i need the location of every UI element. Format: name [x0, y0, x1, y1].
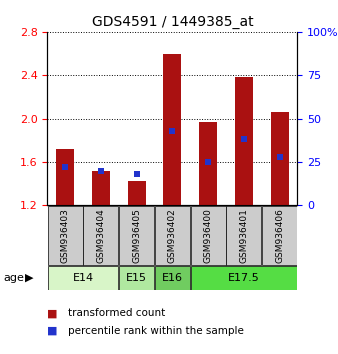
Text: age: age: [3, 273, 24, 283]
Text: GSM936405: GSM936405: [132, 208, 141, 263]
Text: ■: ■: [47, 308, 58, 318]
Bar: [128, 182, 146, 205]
Bar: [155, 266, 190, 290]
Bar: [164, 53, 181, 205]
Bar: [262, 206, 297, 265]
Point: [134, 171, 139, 177]
Bar: [226, 206, 261, 265]
Point: [277, 154, 282, 160]
Bar: [56, 149, 74, 205]
Text: E14: E14: [72, 273, 94, 283]
Bar: [199, 122, 217, 205]
Bar: [119, 206, 154, 265]
Bar: [119, 266, 154, 290]
Text: GSM936404: GSM936404: [96, 208, 105, 263]
Text: GSM936402: GSM936402: [168, 208, 177, 263]
Point: [98, 168, 104, 173]
Point: [206, 159, 211, 165]
Text: GSM936401: GSM936401: [239, 208, 248, 263]
Point: [170, 128, 175, 133]
Bar: [191, 266, 297, 290]
Bar: [48, 266, 118, 290]
Text: percentile rank within the sample: percentile rank within the sample: [68, 326, 243, 336]
Point: [63, 164, 68, 170]
Text: GSM936403: GSM936403: [61, 208, 70, 263]
Text: ■: ■: [47, 326, 58, 336]
Bar: [235, 78, 253, 205]
Text: GSM936400: GSM936400: [203, 208, 213, 263]
Bar: [191, 206, 226, 265]
Text: transformed count: transformed count: [68, 308, 165, 318]
Text: ▶: ▶: [25, 273, 34, 283]
Text: E15: E15: [126, 273, 147, 283]
Title: GDS4591 / 1449385_at: GDS4591 / 1449385_at: [92, 16, 253, 29]
Text: GSM936406: GSM936406: [275, 208, 284, 263]
Bar: [155, 206, 190, 265]
Point: [241, 137, 246, 142]
Bar: [271, 112, 289, 205]
Bar: [48, 206, 83, 265]
Text: E16: E16: [162, 273, 183, 283]
Bar: [83, 206, 118, 265]
Bar: [92, 171, 110, 205]
Text: E17.5: E17.5: [228, 273, 260, 283]
